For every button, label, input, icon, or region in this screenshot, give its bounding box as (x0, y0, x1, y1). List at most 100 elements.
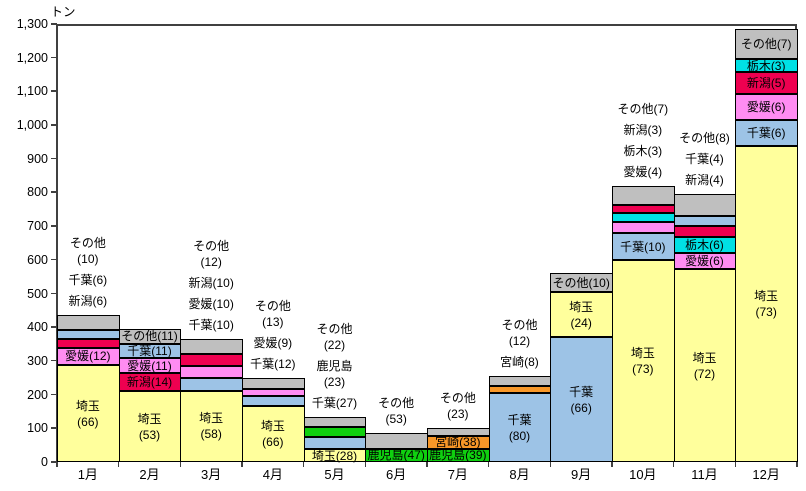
bar-segment-2月-埼玉 (118, 391, 182, 462)
y-tick-100 (51, 427, 57, 429)
y-tick-label-700: 700 (27, 219, 48, 234)
bar-segment-3月-千葉 (180, 378, 243, 391)
x-tick-label-4月: 4月 (262, 467, 283, 482)
bar-segment-3月-愛媛 (180, 366, 243, 379)
x-tick-4 (302, 462, 305, 467)
y-tick-900 (51, 157, 57, 160)
bar-segment-8月-宮崎 (488, 386, 552, 394)
x-tick-label-11月: 11月 (691, 467, 718, 482)
y-tick-label-100: 100 (27, 421, 48, 436)
bar-segment-11月-埼玉 (673, 269, 737, 462)
x-tick-8 (549, 462, 552, 467)
x-tick-label-5月: 5月 (324, 467, 345, 482)
y-tick-500 (51, 292, 57, 295)
y-tick-label-900: 900 (27, 151, 48, 166)
y-tick-label-0: 0 (41, 455, 48, 469)
bar-segment-11月-その他 (673, 194, 737, 216)
x-tick-label-7月: 7月 (447, 467, 468, 482)
x-tick-10 (672, 462, 675, 467)
y-tick-600 (51, 258, 57, 261)
bar-segment-1月-千葉 (57, 330, 120, 339)
bar-segment-6月-鹿児島 (365, 448, 428, 462)
x-tick-label-12月: 12月 (752, 467, 780, 482)
bar-segment-3月-埼玉 (180, 390, 243, 462)
bar-segment-2月-その他 (118, 328, 182, 344)
bar-segment-12月-その他 (735, 29, 798, 60)
outside-label-10月-愛媛: 愛媛(4) (623, 164, 663, 179)
bar-segment-8月-千葉 (488, 393, 552, 462)
x-tick-3 (241, 462, 243, 467)
bar-segment-1月-埼玉 (57, 365, 120, 462)
outside-label-3月-その他: その他 (12) (193, 239, 230, 270)
x-tick-label-10月: 10月 (629, 467, 657, 482)
y-tick-label-1,000: 1,000 (16, 118, 48, 133)
x-tick-12 (796, 462, 798, 467)
y-tick-label-1,200: 1,200 (16, 50, 48, 65)
y-tick-label-800: 800 (27, 185, 48, 200)
x-tick-9 (611, 462, 613, 467)
y-tick-label-1,100: 1,100 (16, 84, 48, 99)
outside-label-4月-その他: その他 (13) (254, 298, 291, 329)
bar-segment-1月-新潟 (57, 338, 120, 348)
y-tick-0 (51, 461, 57, 463)
bar-segment-10月-千葉 (612, 232, 675, 261)
bar-segment-12月-千葉 (735, 119, 798, 146)
bar-segment-1月-その他 (57, 315, 120, 331)
bar-segment-3月-新潟 (180, 353, 243, 367)
y-tick-1,100 (51, 90, 57, 92)
y-tick-label-600: 600 (27, 252, 48, 267)
outside-label-3月-愛媛: 愛媛(10) (188, 297, 234, 312)
bar-segment-2月-愛媛 (118, 358, 182, 373)
bar-segment-9月-その他 (550, 273, 613, 293)
bar-segment-5月-千葉 (303, 437, 367, 450)
bar-segment-7月-宮崎 (427, 436, 490, 449)
x-tick-label-9月: 9月 (571, 467, 592, 482)
y-axis (56, 24, 58, 462)
bar-segment-7月-その他 (427, 428, 490, 437)
y-tick-label-500: 500 (27, 286, 48, 301)
x-tick-label-6月: 6月 (386, 467, 407, 482)
y-tick-label-300: 300 (27, 353, 48, 368)
y-tick-800 (51, 191, 57, 193)
x-tick-1 (117, 462, 120, 467)
x-tick-7 (487, 462, 490, 467)
bar-segment-12月-栃木 (735, 59, 798, 73)
bar-segment-6月-その他 (365, 433, 428, 449)
outside-label-10月-栃木: 栃木(3) (623, 143, 663, 158)
bar-segment-5月-その他 (303, 417, 367, 428)
y-tick-400 (51, 326, 57, 328)
x-tick-6 (426, 462, 428, 467)
x-tick-label-2月: 2月 (139, 467, 160, 482)
x-tick-11 (734, 462, 737, 467)
bar-segment-4月-千葉 (242, 396, 305, 407)
x-tick-label-1月: 1月 (77, 467, 98, 482)
bar-segment-10月-栃木 (612, 213, 675, 222)
bar-segment-9月-埼玉 (550, 292, 613, 338)
bar-segment-2月-千葉 (118, 343, 182, 359)
bar-segment-5月-鹿児島 (303, 427, 367, 438)
bar-segment-5月-埼玉 (303, 449, 367, 462)
bar-segment-10月-新潟 (612, 205, 675, 214)
outside-label-10月-その他: その他(7) (617, 101, 669, 116)
x-tick-5 (364, 462, 367, 467)
bar-segment-4月-その他 (242, 377, 305, 389)
y-tick-label-400: 400 (27, 320, 48, 335)
bar-segment-4月-埼玉 (242, 406, 305, 462)
y-tick-1,300 (51, 23, 57, 25)
bar-segment-10月-その他 (612, 185, 675, 206)
y-tick-300 (51, 359, 57, 362)
x-tick-label-3月: 3月 (201, 467, 222, 482)
x-tick-2 (179, 462, 182, 467)
bar-segment-4月-愛媛 (242, 388, 305, 397)
y-axis-unit-label: トン (50, 5, 76, 19)
bar-segment-11月-愛媛 (673, 253, 737, 270)
y-tick-1,200 (51, 56, 57, 59)
bar-segment-10月-愛媛 (612, 221, 675, 233)
y-tick-label-1,300: 1,300 (16, 17, 48, 31)
bar-segment-9月-千葉 (550, 337, 613, 462)
bar-segment-11月-新潟 (673, 226, 737, 237)
x-tick-0 (56, 462, 58, 467)
bar-segment-11月-千葉 (673, 215, 737, 227)
plot-top-right-tick (795, 24, 797, 31)
